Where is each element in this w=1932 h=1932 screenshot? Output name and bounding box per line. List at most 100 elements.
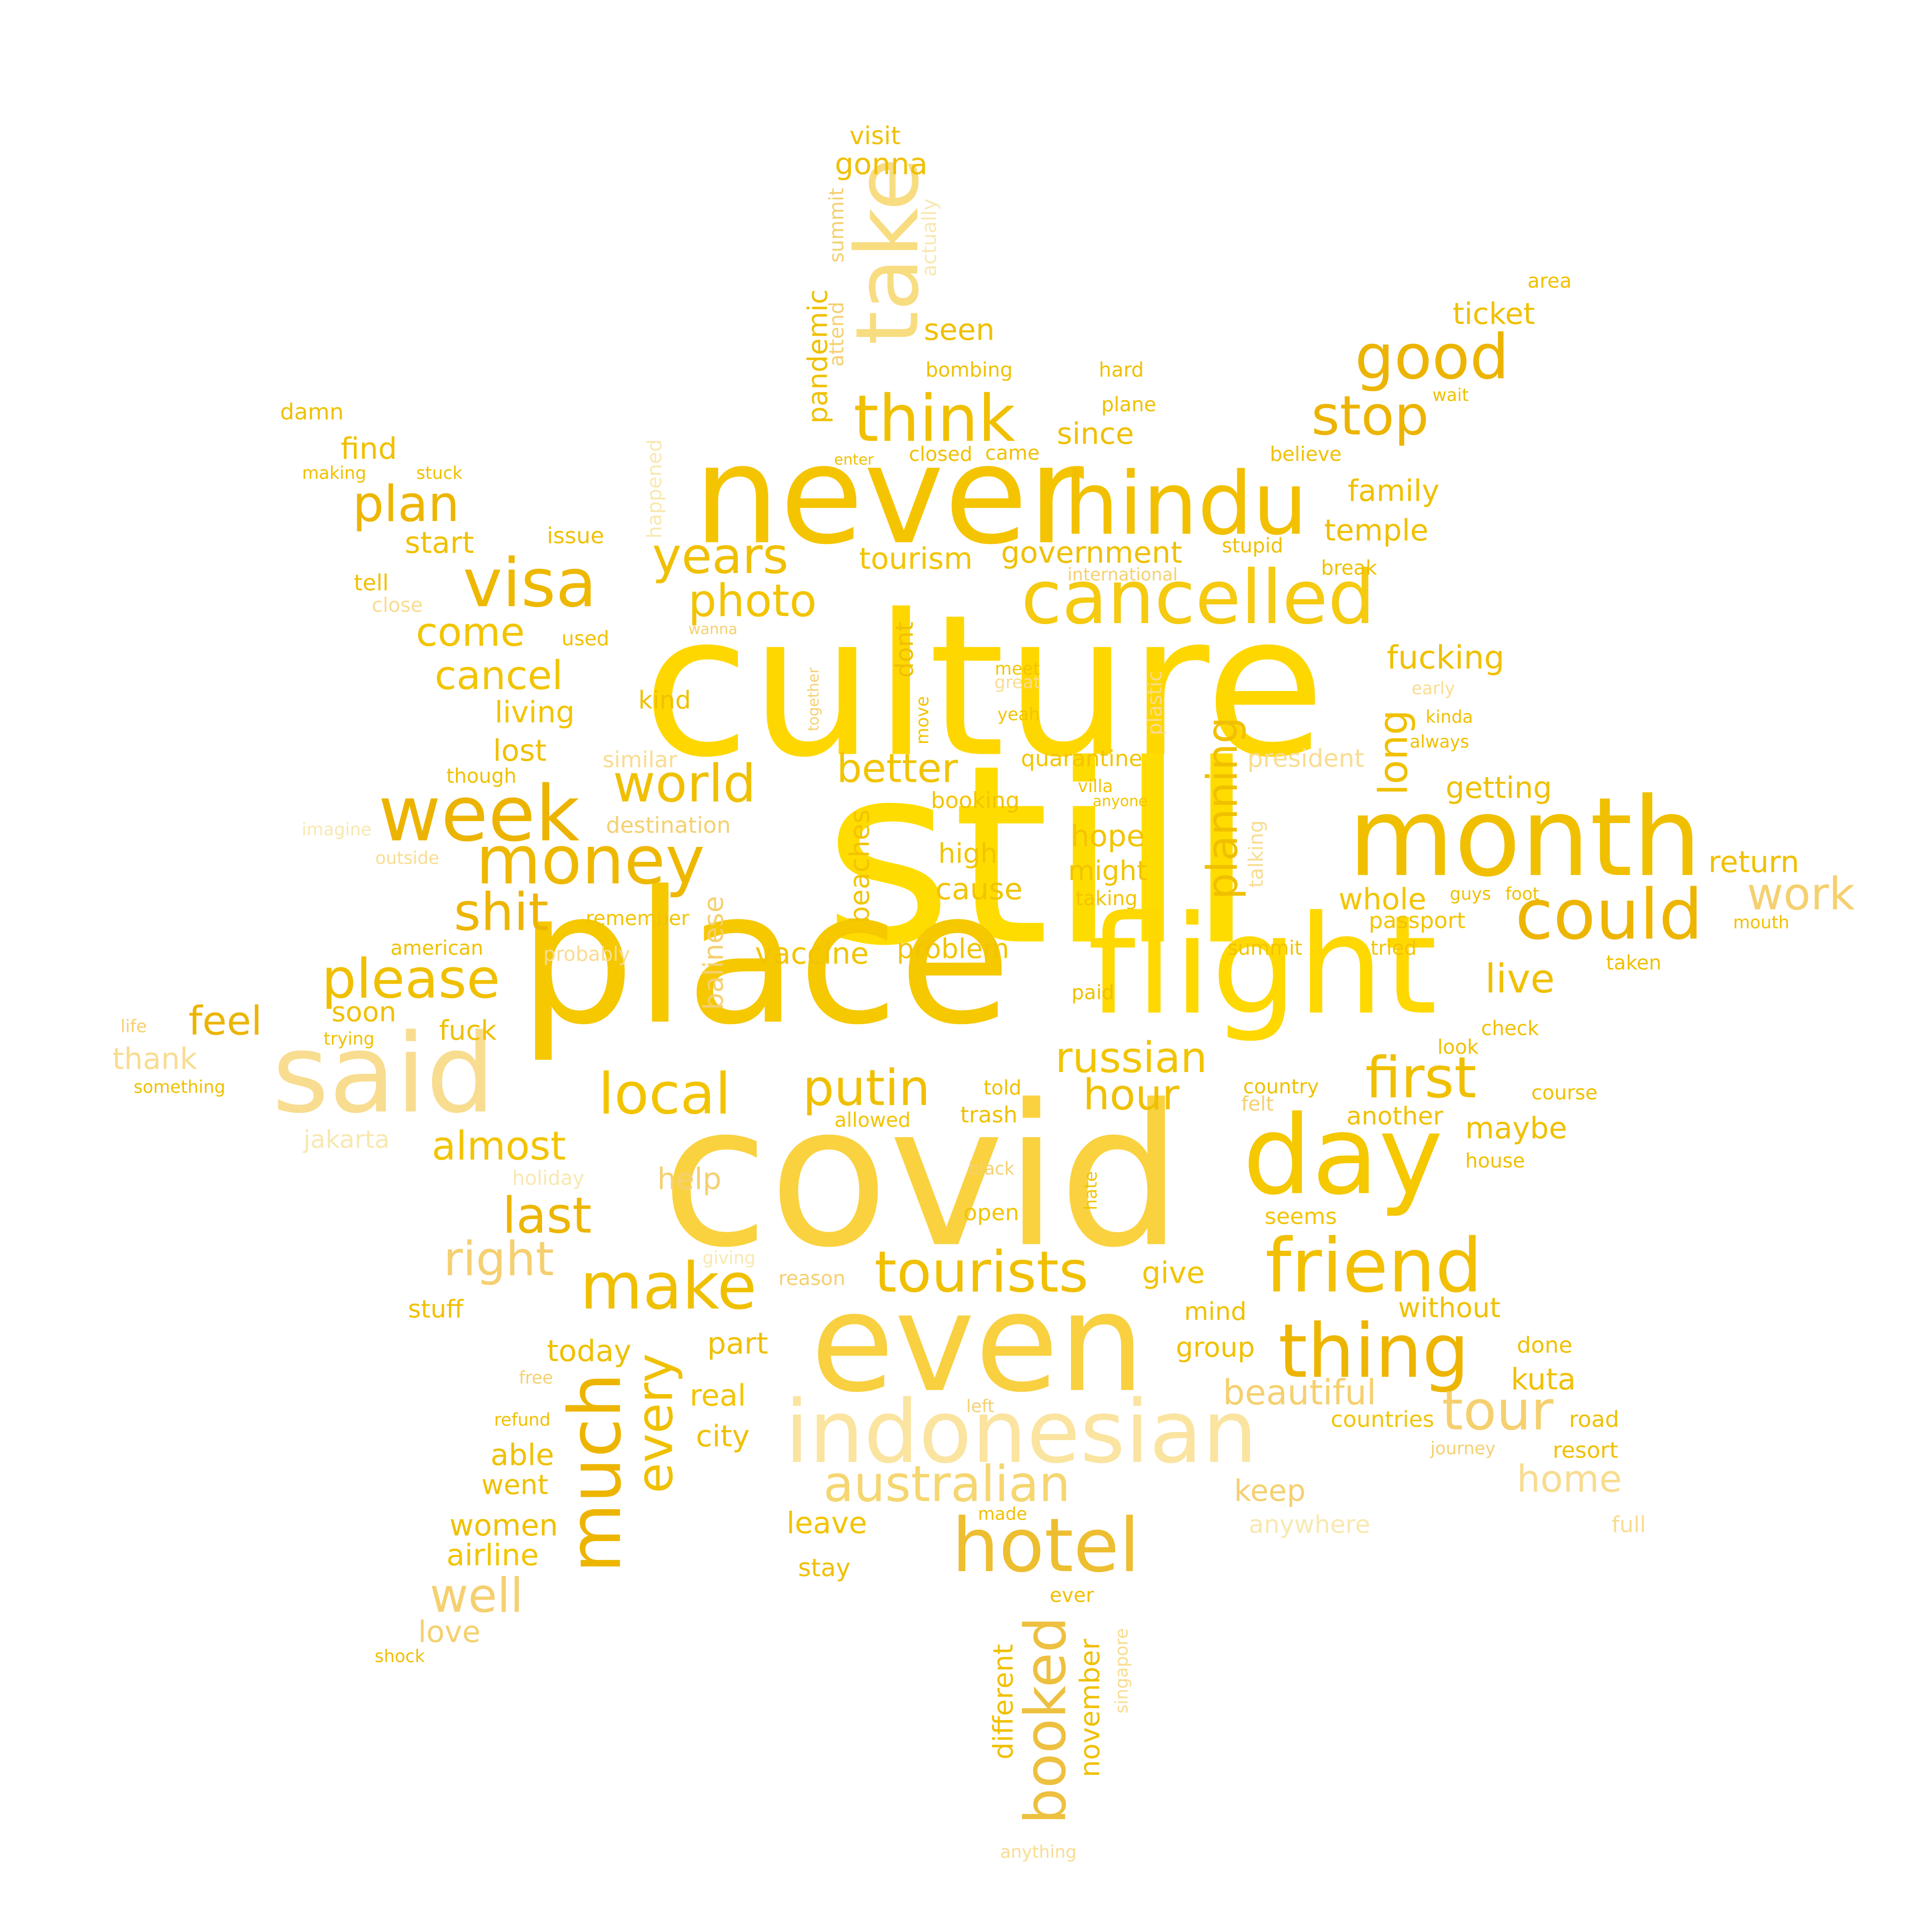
cloud-word: mouth — [1733, 912, 1789, 933]
cloud-word: hour — [1083, 1071, 1179, 1120]
cloud-word: hate — [1080, 1171, 1101, 1210]
cloud-word: stupid — [1222, 534, 1283, 557]
cloud-word: return — [1708, 845, 1799, 879]
cloud-word: thank — [112, 1041, 197, 1076]
cloud-word: another — [1346, 1102, 1443, 1131]
cloud-word: beautiful — [1223, 1373, 1376, 1413]
cloud-word: hard — [1099, 359, 1144, 382]
cloud-word: road — [1569, 1407, 1619, 1432]
cloud-word: love — [418, 1614, 480, 1649]
cloud-word: airline — [447, 1537, 539, 1572]
cloud-word: government — [1001, 535, 1182, 570]
cloud-word: ever — [1050, 1584, 1094, 1607]
cloud-word: leave — [786, 1506, 867, 1540]
cloud-word: damn — [280, 399, 344, 425]
cloud-word: kind — [638, 686, 691, 715]
cloud-word: president — [1248, 744, 1364, 773]
cloud-word: well — [430, 1568, 523, 1623]
cloud-word: make — [580, 1249, 757, 1324]
cloud-word: made — [978, 1504, 1027, 1524]
cloud-word: similar — [602, 747, 677, 773]
cloud-word: come — [416, 609, 525, 655]
cloud-word: living — [495, 695, 575, 729]
cloud-word: feel — [189, 998, 262, 1044]
cloud-word: indonesian — [785, 1381, 1257, 1483]
cloud-word: photo — [688, 575, 817, 627]
cloud-word: singapore — [1111, 1628, 1131, 1713]
cloud-word: plane — [1102, 393, 1156, 416]
cloud-word: russian — [1055, 1034, 1207, 1082]
cloud-word: told — [984, 1076, 1021, 1099]
cloud-word: live — [1485, 955, 1555, 1002]
cloud-word: meet — [995, 659, 1040, 679]
cloud-word: every — [626, 1353, 683, 1493]
cloud-word: dont — [890, 622, 919, 678]
cloud-word: still — [823, 712, 1256, 1000]
cloud-word: balinese — [698, 896, 729, 1010]
cloud-word: almost — [432, 1123, 566, 1169]
cloud-word: countries — [1331, 1407, 1434, 1432]
cloud-word: allowed — [835, 1109, 911, 1131]
cloud-word: city — [696, 1419, 749, 1454]
cloud-word: trash — [960, 1102, 1017, 1128]
cloud-word: free — [519, 1368, 553, 1388]
cloud-word: years — [652, 527, 788, 585]
cloud-word: could — [1515, 874, 1703, 955]
cloud-word: much — [554, 1373, 637, 1573]
cloud-word: visa — [463, 544, 597, 622]
cloud-word: flight — [1087, 886, 1437, 1045]
cloud-word: beaches — [844, 809, 875, 923]
cloud-word: temple — [1324, 513, 1428, 547]
cloud-word: high — [938, 837, 998, 869]
cloud-word: taking — [1075, 887, 1137, 910]
cloud-word: work — [1747, 869, 1855, 920]
cloud-word: getting — [1446, 770, 1552, 805]
cloud-word: resort — [1553, 1438, 1618, 1463]
cloud-word: seems — [1264, 1204, 1337, 1230]
cloud-word: tourists — [874, 1239, 1088, 1305]
cloud-word: soon — [331, 996, 396, 1028]
cloud-word: good — [1355, 321, 1509, 393]
cloud-word: visit — [850, 122, 901, 150]
cloud-word: might — [1068, 855, 1147, 887]
cloud-word: move — [912, 696, 933, 744]
cloud-word: november — [1074, 1638, 1106, 1777]
cloud-word: hotel — [952, 1503, 1139, 1589]
cloud-word: even — [810, 1264, 1145, 1422]
cloud-word: journey — [1430, 1438, 1495, 1458]
cloud-word: part — [707, 1326, 768, 1360]
cloud-word: anyone — [1093, 793, 1147, 810]
cloud-word: anything — [1000, 1842, 1077, 1862]
cloud-word: area — [1528, 269, 1572, 292]
cloud-word: lost — [493, 733, 546, 768]
cloud-word: country — [1243, 1075, 1319, 1098]
cloud-word: stuff — [408, 1295, 464, 1323]
cloud-word: american — [390, 936, 483, 959]
cloud-word: bombing — [926, 359, 1013, 382]
cloud-word: better — [837, 745, 958, 792]
cloud-word: felt — [1241, 1092, 1273, 1115]
cloud-word: first — [1365, 1044, 1477, 1111]
cloud-word: great — [994, 672, 1040, 692]
cloud-word: left — [966, 1396, 994, 1417]
cloud-word: week — [378, 769, 580, 859]
cloud-word: real — [690, 1378, 746, 1412]
cloud-word: keep — [1234, 1473, 1306, 1508]
cloud-word: remember — [586, 907, 690, 930]
cloud-word: give — [1142, 1256, 1205, 1290]
cloud-word: check — [1481, 1017, 1539, 1040]
cloud-word: seen — [924, 312, 994, 347]
cloud-word: never — [693, 416, 1085, 574]
cloud-word: problem — [896, 933, 1009, 965]
cloud-word: thing — [1278, 1308, 1469, 1395]
cloud-word: open — [963, 1200, 1019, 1226]
cloud-word: giving — [703, 1248, 756, 1268]
cloud-word: imagine — [302, 820, 372, 840]
cloud-word: life — [120, 1016, 147, 1036]
cloud-word: long — [1370, 710, 1417, 795]
cloud-word: tell — [354, 570, 389, 596]
cloud-word: passport — [1369, 908, 1466, 934]
cloud-word: jakarta — [303, 1125, 389, 1154]
cloud-word: take — [837, 157, 938, 345]
